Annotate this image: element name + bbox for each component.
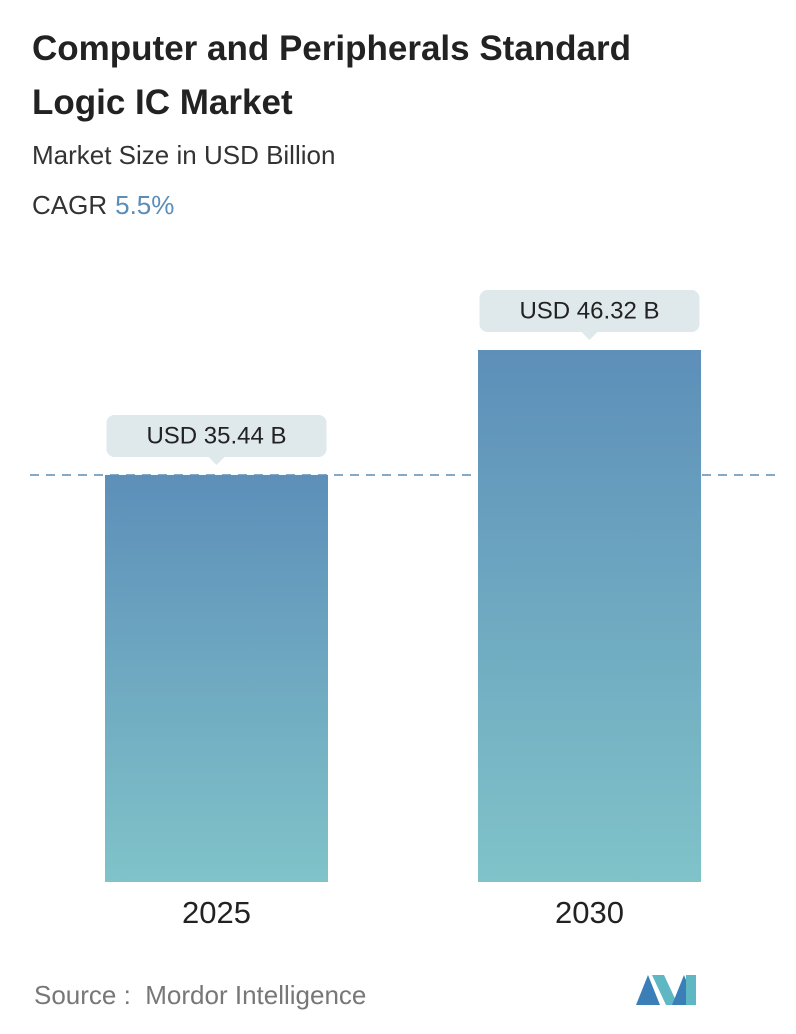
x-tick-label: 2025 xyxy=(182,895,251,930)
chart-subtitle: Market Size in USD Billion xyxy=(32,140,336,170)
value-label-box xyxy=(106,414,327,457)
cagr-label: CAGR xyxy=(32,190,108,220)
logo xyxy=(636,975,696,1005)
value-label: USD 35.44 B xyxy=(146,422,286,449)
source: Source : Mordor Intelligence xyxy=(34,980,367,1010)
value-label-pointer xyxy=(581,332,598,340)
value-label: USD 46.32 B xyxy=(519,297,659,324)
bar xyxy=(478,350,701,882)
cagr: CAGR 5.5% xyxy=(32,190,174,221)
bar xyxy=(105,474,328,882)
chart-title: Computer and Peripherals Standard Logic … xyxy=(32,29,632,122)
value-label-box xyxy=(479,290,700,332)
x-tick-label: 2030 xyxy=(555,895,624,930)
cagr-value: 5.5% xyxy=(115,190,175,220)
value-label-pointer xyxy=(208,456,225,465)
